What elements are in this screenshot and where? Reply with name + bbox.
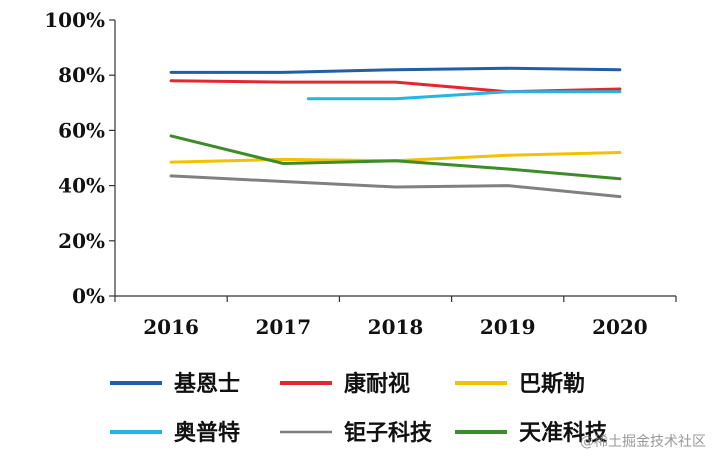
x-tick-label: 2018 — [368, 315, 424, 339]
watermark-text: @稀土掘金技术社区 — [580, 434, 706, 450]
legend-label-4: 奥普特 — [174, 420, 240, 446]
legend-label-5: 钜子科技 — [344, 420, 433, 446]
series-line-1 — [169, 66, 622, 74]
series-line-5 — [169, 174, 622, 199]
x-tick-label: 2017 — [255, 315, 311, 339]
x-tick-label: 2016 — [143, 315, 199, 339]
y-tick-label: 40% — [58, 174, 105, 198]
x-tick-label: 2019 — [480, 315, 536, 339]
legend-label-1: 基恩士 — [174, 372, 240, 397]
series-line-4 — [306, 90, 622, 101]
legend-label-6: 天准科技 — [519, 421, 608, 446]
x-tick-label: 2020 — [592, 315, 648, 339]
legend-label-3: 巴斯勒 — [519, 371, 585, 397]
y-tick-label: 80% — [58, 63, 105, 87]
y-tick-label: 100% — [44, 8, 105, 32]
series-line-2 — [169, 79, 622, 94]
series-line-6 — [169, 134, 622, 181]
y-tick-label: 0% — [72, 284, 105, 308]
legend-label-2: 康耐视 — [344, 371, 410, 397]
y-tick-label: 60% — [58, 118, 105, 142]
y-tick-label: 20% — [58, 229, 105, 253]
